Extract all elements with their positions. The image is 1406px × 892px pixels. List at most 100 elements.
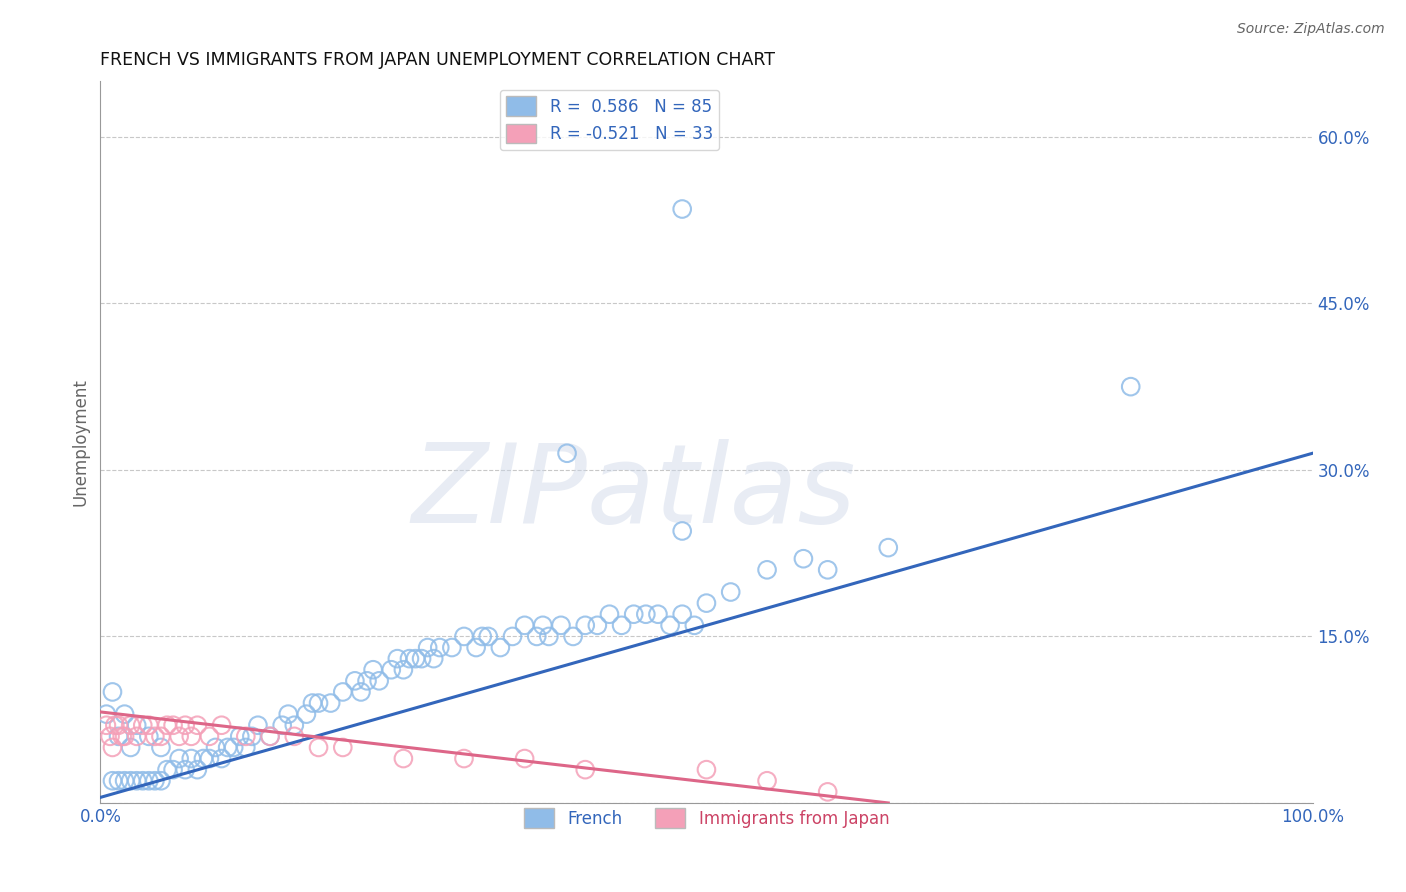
Point: [125, 718, 148, 732]
Point: [574, 618, 596, 632]
Point: [411, 651, 433, 665]
Point: [174, 718, 197, 732]
Point: [149, 730, 172, 744]
Point: [477, 629, 499, 643]
Point: [695, 596, 717, 610]
Point: [574, 763, 596, 777]
Point: [222, 740, 245, 755]
Point: [756, 773, 779, 788]
Point: [107, 773, 129, 788]
Y-axis label: Unemployment: Unemployment: [72, 378, 89, 506]
Point: [350, 685, 373, 699]
Point: [104, 718, 127, 732]
Point: [489, 640, 512, 655]
Point: [138, 773, 160, 788]
Point: [471, 629, 494, 643]
Point: [387, 651, 409, 665]
Point: [465, 640, 488, 655]
Point: [277, 707, 299, 722]
Point: [211, 751, 233, 765]
Point: [193, 751, 215, 765]
Point: [513, 751, 536, 765]
Point: [246, 718, 269, 732]
Text: ZIPatlas: ZIPatlas: [412, 439, 856, 546]
Point: [634, 607, 657, 622]
Point: [204, 740, 226, 755]
Point: [138, 718, 160, 732]
Point: [343, 673, 366, 688]
Point: [186, 763, 208, 777]
Point: [198, 730, 221, 744]
Point: [392, 751, 415, 765]
Point: [332, 685, 354, 699]
Point: [211, 718, 233, 732]
Point: [259, 730, 281, 744]
Point: [120, 718, 142, 732]
Point: [562, 629, 585, 643]
Text: Source: ZipAtlas.com: Source: ZipAtlas.com: [1237, 22, 1385, 37]
Point: [162, 763, 184, 777]
Point: [174, 763, 197, 777]
Point: [361, 663, 384, 677]
Point: [422, 651, 444, 665]
Point: [1119, 379, 1142, 393]
Point: [756, 563, 779, 577]
Point: [502, 629, 524, 643]
Point: [453, 629, 475, 643]
Point: [416, 640, 439, 655]
Point: [107, 718, 129, 732]
Point: [440, 640, 463, 655]
Point: [368, 673, 391, 688]
Point: [647, 607, 669, 622]
Point: [659, 618, 682, 632]
Point: [537, 629, 560, 643]
Point: [526, 629, 548, 643]
Point: [156, 718, 179, 732]
Point: [398, 651, 420, 665]
Point: [132, 718, 155, 732]
Point: [271, 718, 294, 732]
Point: [405, 651, 427, 665]
Point: [301, 696, 323, 710]
Point: [283, 718, 305, 732]
Point: [114, 730, 136, 744]
Point: [308, 696, 330, 710]
Point: [877, 541, 900, 555]
Point: [235, 730, 257, 744]
Point: [198, 751, 221, 765]
Point: [671, 607, 693, 622]
Point: [683, 618, 706, 632]
Point: [101, 773, 124, 788]
Point: [186, 718, 208, 732]
Point: [120, 740, 142, 755]
Point: [295, 707, 318, 722]
Point: [96, 718, 118, 732]
Point: [319, 696, 342, 710]
Point: [695, 763, 717, 777]
Point: [720, 585, 742, 599]
Point: [453, 751, 475, 765]
Point: [531, 618, 554, 632]
Point: [111, 730, 134, 744]
Point: [380, 663, 402, 677]
Point: [149, 773, 172, 788]
Point: [180, 751, 202, 765]
Legend: French, Immigrants from Japan: French, Immigrants from Japan: [517, 802, 896, 834]
Point: [125, 730, 148, 744]
Point: [817, 563, 839, 577]
Point: [555, 446, 578, 460]
Point: [156, 763, 179, 777]
Point: [259, 730, 281, 744]
Point: [598, 607, 620, 622]
Point: [513, 618, 536, 632]
Point: [671, 202, 693, 216]
Point: [114, 773, 136, 788]
Point: [114, 707, 136, 722]
Point: [217, 740, 239, 755]
Point: [283, 730, 305, 744]
Point: [550, 618, 572, 632]
Point: [120, 773, 142, 788]
Point: [356, 673, 378, 688]
Point: [96, 707, 118, 722]
Point: [149, 740, 172, 755]
